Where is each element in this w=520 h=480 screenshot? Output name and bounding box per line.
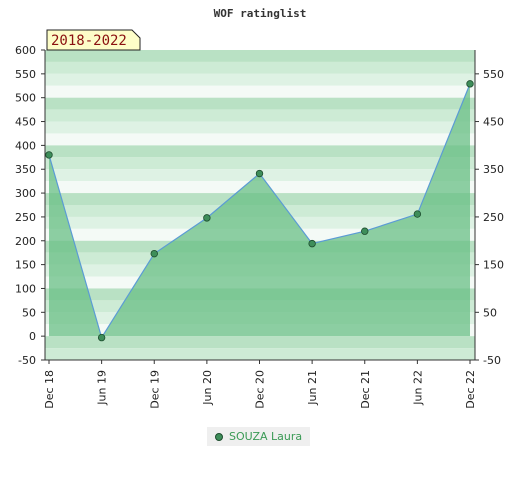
y-tick-label-right: 550 bbox=[483, 68, 504, 81]
y-tick-label-left: -50 bbox=[18, 354, 36, 367]
y-tick-label-right: 250 bbox=[483, 211, 504, 224]
y-tick-label-left: 450 bbox=[15, 116, 36, 129]
x-tick-label: Jun 20 bbox=[201, 370, 214, 406]
band bbox=[45, 61, 475, 74]
band bbox=[45, 85, 475, 98]
y-tick-label-left: 500 bbox=[15, 92, 36, 105]
y-tick-label-left: 250 bbox=[15, 211, 36, 224]
y-tick-label-right: 350 bbox=[483, 163, 504, 176]
y-tick-label-right: 450 bbox=[483, 116, 504, 129]
y-tick-label-left: 0 bbox=[29, 330, 36, 343]
x-tick-label: Jun 22 bbox=[411, 370, 424, 406]
x-tick-label: Jun 21 bbox=[306, 370, 319, 406]
band bbox=[45, 157, 475, 170]
y-tick-label-left: 600 bbox=[15, 44, 36, 57]
data-point bbox=[466, 80, 474, 88]
band bbox=[45, 336, 475, 349]
series-area bbox=[49, 83, 470, 338]
chart-title: WOF ratinglist bbox=[214, 7, 307, 20]
period-badge-text: 2018-2022 bbox=[51, 33, 127, 49]
x-tick-label: Dec 20 bbox=[254, 370, 267, 409]
data-point bbox=[361, 227, 369, 235]
data-point bbox=[413, 210, 422, 218]
period-badge: 2018-2022 bbox=[46, 29, 141, 51]
y-tick-label-left: 100 bbox=[15, 282, 36, 295]
series-souza-laura bbox=[45, 80, 474, 342]
data-point bbox=[308, 239, 316, 248]
legend: SOUZA Laura bbox=[207, 427, 311, 446]
y-tick-label-right: 50 bbox=[483, 306, 497, 319]
data-point bbox=[97, 333, 106, 342]
data-point bbox=[150, 249, 158, 258]
x-tick-label: Jun 19 bbox=[96, 370, 109, 406]
y-tick-label-right: 150 bbox=[483, 259, 504, 272]
x-tick-label: Dec 21 bbox=[359, 370, 372, 409]
y-tick-label-left: 400 bbox=[15, 139, 36, 152]
band bbox=[45, 348, 475, 360]
band bbox=[45, 109, 475, 122]
y-tick-label-left: 300 bbox=[15, 187, 36, 200]
y-tick-label-left: 50 bbox=[22, 306, 36, 319]
x-axis-ticks: Dec 18 Jun 19 Dec 19 Jun 20 Dec 20 Jun 21 Dec … bbox=[43, 360, 477, 409]
y-tick-label-left: 150 bbox=[15, 259, 36, 272]
y-tick-label-left: 200 bbox=[15, 235, 36, 248]
y-tick-label-left: 350 bbox=[15, 163, 36, 176]
y-axis-left-ticks: -50 0 50 100 150 200 250 300 350 400 450 500 550 600 bbox=[15, 44, 45, 367]
band bbox=[45, 50, 475, 62]
data-point bbox=[255, 169, 264, 178]
y-tick-label-left: 550 bbox=[15, 68, 36, 81]
legend-marker-icon bbox=[215, 432, 223, 441]
legend-label: SOUZA Laura bbox=[229, 430, 303, 443]
data-point bbox=[45, 151, 53, 159]
band bbox=[45, 121, 475, 134]
band bbox=[45, 97, 475, 110]
band bbox=[45, 145, 475, 158]
x-tick-label: Dec 22 bbox=[464, 370, 477, 409]
x-tick-label: Dec 19 bbox=[148, 370, 161, 409]
band bbox=[45, 133, 475, 146]
data-point bbox=[203, 214, 211, 222]
x-tick-label: Dec 18 bbox=[43, 370, 56, 409]
y-axis-right-ticks: -50 50 150 250 350 450 550 bbox=[475, 68, 504, 367]
band bbox=[45, 73, 475, 86]
y-tick-label-right: -50 bbox=[483, 354, 501, 367]
